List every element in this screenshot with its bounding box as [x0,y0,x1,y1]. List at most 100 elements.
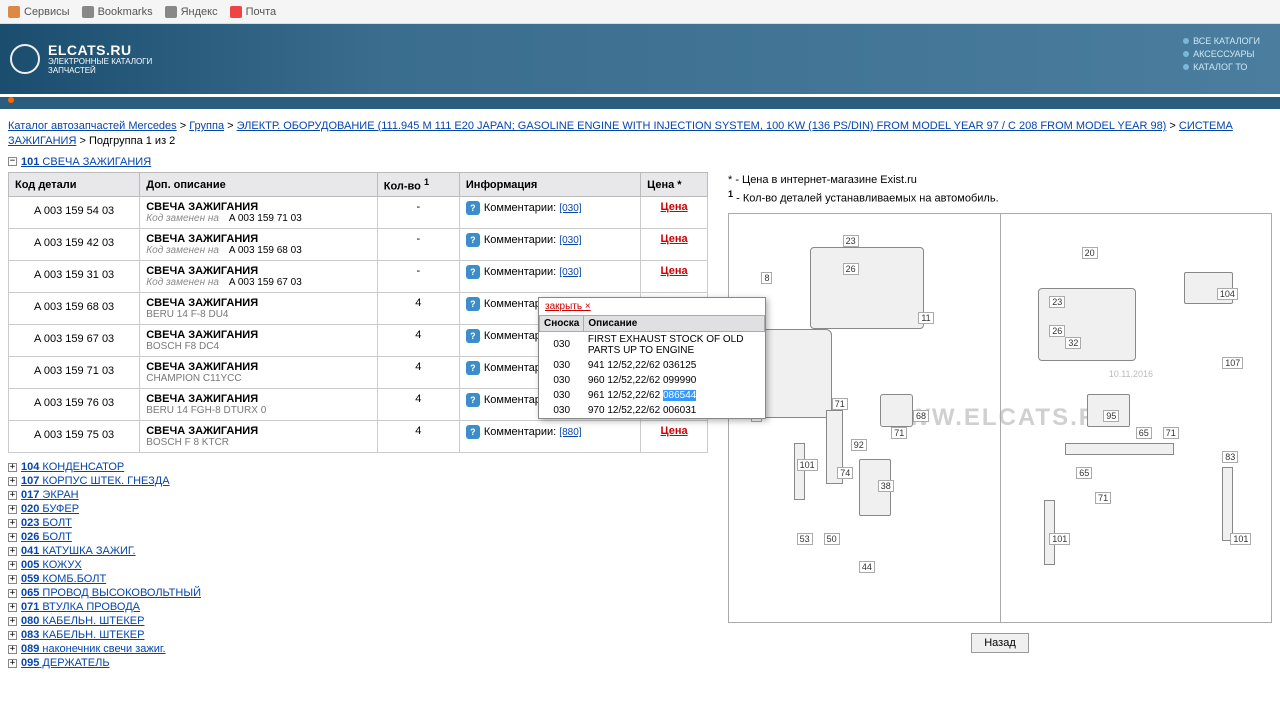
bookmark-icon [230,6,242,18]
th-desc: Доп. описание [140,172,378,197]
diagram-callout: 65 [1076,467,1092,479]
logo-sub2: ЗАПЧАСТЕЙ [48,67,152,76]
diagram-callout: 50 [824,533,840,545]
tree-link[interactable]: 095 ДЕРЖАТЕЛЬ [21,657,110,669]
tree-toggle-plus[interactable]: + [8,463,17,472]
tree-link[interactable]: 080 КАБЕЛЬН. ШТЕКЕР [21,615,144,627]
tree-toggle-plus[interactable]: + [8,505,17,514]
info-icon[interactable]: ? [466,393,480,407]
header-link[interactable]: АКСЕССУАРЫ [1183,49,1260,59]
part-code: A 003 159 31 03 [9,261,140,293]
tree-toggle-plus[interactable]: + [8,533,17,542]
tree-link[interactable]: 005 КОЖУХ [21,559,82,571]
status-dot [8,97,14,103]
dot-icon [1183,51,1189,57]
diagram-shape [1222,467,1233,540]
info-icon[interactable]: ? [466,297,480,311]
tree-link[interactable]: 071 ВТУЛКА ПРОВОДА [21,601,140,613]
diagram-callout: 38 [878,480,894,492]
tree-item: +026 БОЛТ [8,531,708,543]
tree-link[interactable]: 059 КОМБ.БОЛТ [21,573,106,585]
comment-label: Комментарии: [484,202,559,214]
header-link[interactable]: ВСЕ КАТАЛОГИ [1183,36,1260,46]
tree-link[interactable]: 023 БОЛТ [21,517,72,529]
comment-link[interactable]: [030] [559,203,581,214]
breadcrumb-link[interactable]: Каталог автозапчастей Mercedes [8,120,177,132]
tree-toggle-plus[interactable]: + [8,491,17,500]
bookmark-item[interactable]: Яндекс [165,6,218,18]
header-banner: ELCATS.RU ЭЛЕКТРОННЫЕ КАТАЛОГИ ЗАПЧАСТЕЙ… [0,24,1280,94]
tree-item: +005 КОЖУХ [8,559,708,571]
back-button[interactable]: Назад [971,633,1029,653]
header-link[interactable]: КАТАЛОГ ТО [1183,62,1260,72]
tree-link[interactable]: 083 КАБЕЛЬН. ШТЕКЕР [21,629,144,641]
part-title: СВЕЧА ЗАЖИГАНИЯ [146,361,371,373]
info-icon[interactable]: ? [466,329,480,343]
tree-toggle-plus[interactable]: + [8,547,17,556]
price-link[interactable]: Цена [661,201,688,213]
tree-link[interactable]: 065 ПРОВОД ВЫСОКОВОЛЬТНЫЙ [21,587,201,599]
comment-link[interactable]: [030] [559,267,581,278]
tree-toggle-plus[interactable]: + [8,561,17,570]
info-icon[interactable]: ? [466,201,480,215]
tree-toggle-plus[interactable]: + [8,575,17,584]
popup-close[interactable]: закрыть × [545,301,591,312]
tree-toggle-plus[interactable]: + [8,589,17,598]
tree-link[interactable]: 104 КОНДЕНСАТОР [21,461,124,473]
table-row: A 003 159 54 03СВЕЧА ЗАЖИГАНИЯКод замене… [9,197,708,229]
part-title: СВЕЧА ЗАЖИГАНИЯ [146,201,371,213]
bookmark-label: Почта [246,6,277,18]
tree-toggle-plus[interactable]: + [8,617,17,626]
tree-item: +089 наконечник свечи зажиг. [8,643,708,655]
tree-toggle-plus[interactable]: + [8,645,17,654]
subgroup-link[interactable]: 101 СВЕЧА ЗАЖИГАНИЯ [21,156,151,168]
part-code: A 003 159 67 03 [9,325,140,357]
comment-link[interactable]: [030] [559,235,581,246]
info-icon[interactable]: ? [466,425,480,439]
diagram-callout: 23 [843,235,859,247]
header-link-label: АКСЕССУАРЫ [1193,49,1254,59]
info-icon[interactable]: ? [466,361,480,375]
tree-toggle-plus[interactable]: + [8,519,17,528]
breadcrumb-link[interactable]: ЭЛЕКТР. ОБОРУДОВАНИЕ (111.945 M 111 E20 … [237,120,1167,132]
info-icon[interactable]: ? [466,233,480,247]
part-title: СВЕЧА ЗАЖИГАНИЯ [146,393,371,405]
tree-toggle-plus[interactable]: + [8,477,17,486]
popup-row: 030941 12/52,22/62 036125 [540,358,765,373]
tree-link[interactable]: 026 БОЛТ [21,531,72,543]
tree-toggle-minus[interactable]: − [8,157,17,166]
price-link[interactable]: Цена [661,233,688,245]
diagram-shape [1065,443,1173,455]
logo-title: ELCATS.RU [48,42,152,58]
tree-toggle-plus[interactable]: + [8,659,17,668]
diagram-callout: 53 [797,533,813,545]
popup-text: FIRST EXHAUST STOCK OF OLD PARTS UP TO E… [584,331,765,358]
comment-link[interactable]: [880] [559,427,581,438]
diagram-callout: 71 [1163,427,1179,439]
tree-item: +104 КОНДЕНСАТОР [8,461,708,473]
tree-toggle-plus[interactable]: + [8,603,17,612]
diagram-callout: 104 [1217,288,1238,300]
diagram-shape [794,443,805,500]
comment-label: Комментарии: [484,426,559,438]
bookmark-item[interactable]: Bookmarks [82,6,153,18]
bookmark-label: Bookmarks [98,6,153,18]
diagram-box: WWW.ELCATS.RU 23268115716892711017438535… [728,213,1272,623]
breadcrumb-link[interactable]: Группа [189,120,224,132]
price-link[interactable]: Цена [661,425,688,437]
tree-link[interactable]: 041 КАТУШКА ЗАЖИГ. [21,545,136,557]
info-icon[interactable]: ? [466,265,480,279]
tree-link[interactable]: 020 БУФЕР [21,503,79,515]
tree-toggle-plus[interactable]: + [8,631,17,640]
bookmark-item[interactable]: Почта [230,6,277,18]
tree-link[interactable]: 089 наконечник свечи зажиг. [21,643,166,655]
price-link[interactable]: Цена [661,265,688,277]
bookmark-item[interactable]: Сервисы [8,6,70,18]
table-row: A 003 159 75 03СВЕЧА ЗАЖИГАНИЯBOSCH F 8 … [9,421,708,453]
tree-link[interactable]: 107 КОРПУС ШТЕК. ГНЕЗДА [21,475,170,487]
tree-link[interactable]: 017 ЭКРАН [21,489,79,501]
diagram-callout: 11 [918,312,933,324]
breadcrumb: Каталог автозапчастей Mercedes > Группа … [8,119,1272,150]
popup-row: 030961 12/52,22/62 086544 [540,388,765,403]
tree-item: +059 КОМБ.БОЛТ [8,573,708,585]
